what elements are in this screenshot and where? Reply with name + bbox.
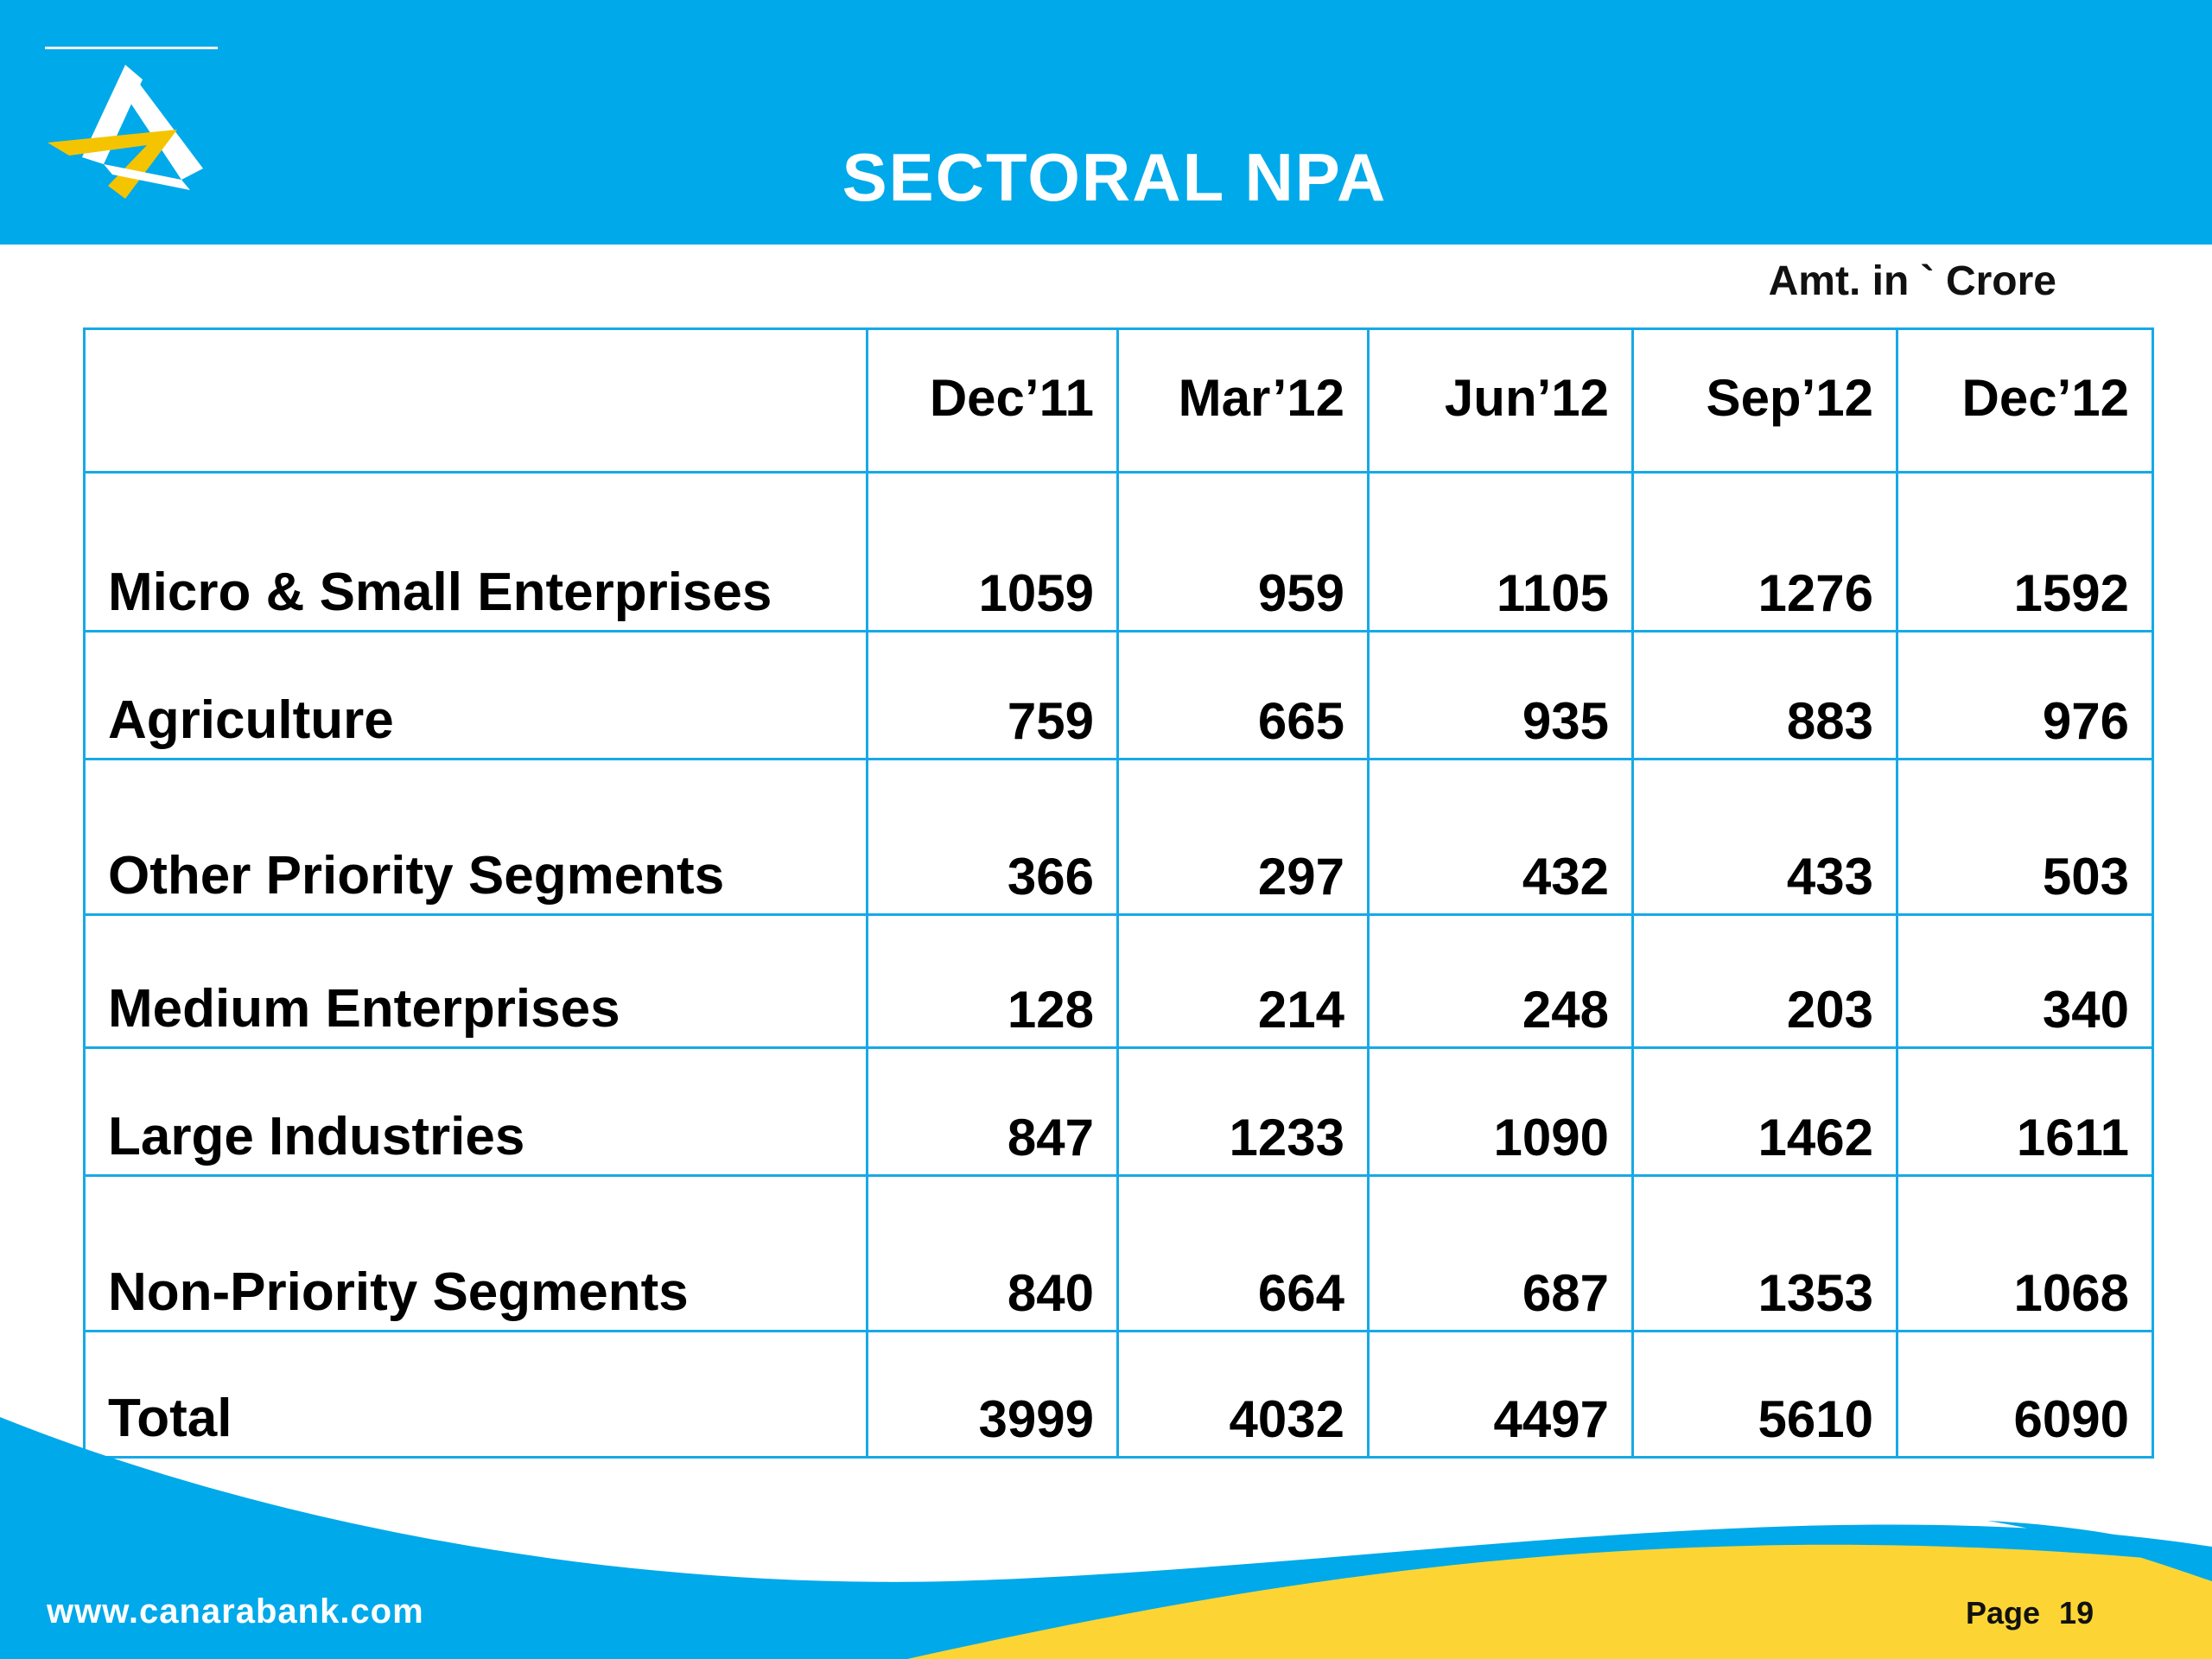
slide-title: SECTORAL NPA [842,139,1388,215]
table-cell: 248 [1367,913,1634,1049]
table-cell: 976 [1896,630,2154,760]
table-row: Other Priority Segments 366 297 432 433 … [83,758,2154,916]
table-cell: 1276 [1631,471,1898,632]
table-cell: 4497 [1367,1330,1634,1459]
table-cell: 1462 [1631,1046,1898,1177]
page-number-value: 19 [2059,1595,2094,1630]
table-row: Non-Priority Segments 840 664 687 1353 1… [83,1174,2154,1332]
row-label: Large Industries [83,1046,868,1177]
table-cell: 1592 [1896,471,2154,632]
title-banner [0,0,2212,245]
row-label: Total [83,1330,868,1459]
table-cell: 687 [1367,1174,1634,1332]
column-header-dec11: Dec’11 [866,327,1119,474]
footer-website-link[interactable]: www.canarabank.com [47,1592,424,1630]
table-row: Agriculture 759 665 935 883 976 [83,630,2154,760]
table-total-row: Total 3999 4032 4497 5610 6090 [83,1330,2154,1459]
logo-divider [45,47,218,49]
table-cell: 935 [1367,630,1634,760]
units-note: Amt. in ` Crore [1768,258,2056,304]
table-cell: 1068 [1896,1174,2154,1332]
table-cell: 840 [866,1174,1119,1332]
page-number: Page 19 [1966,1595,2094,1631]
table-cell: 1090 [1367,1046,1634,1177]
row-label: Agriculture [83,630,868,760]
table-cell: 1611 [1896,1046,2154,1177]
table-cell: 664 [1116,1174,1370,1332]
table-cell: 340 [1896,913,2154,1049]
footer-wave [0,1417,2212,1659]
table-cell: 1353 [1631,1174,1898,1332]
table-cell: 6090 [1896,1330,2154,1459]
row-label: Medium Enterprises [83,913,868,1049]
table-cell: 665 [1116,630,1370,760]
table-cell: 959 [1116,471,1370,632]
row-label: Micro & Small Enterprises [83,471,868,632]
table-row: Medium Enterprises 128 214 248 203 340 [83,913,2154,1049]
column-header-jun12: Jun’12 [1367,327,1634,474]
table-cell: 203 [1631,913,1898,1049]
column-header-dec12: Dec’12 [1896,327,2154,474]
sectoral-npa-table: Dec’11 Mar’12 Jun’12 Sep’12 Dec’12 Micro… [83,327,2154,1459]
table-cell: 759 [866,630,1119,760]
canara-bank-logo-icon [48,65,203,199]
column-header-mar12: Mar’12 [1116,327,1370,474]
table-cell: 128 [866,913,1119,1049]
table-cell: 1105 [1367,471,1634,632]
table-cell: 3999 [866,1330,1119,1459]
table-cell: 847 [866,1046,1119,1177]
column-header-sep12: Sep’12 [1631,327,1898,474]
table-row: Micro & Small Enterprises 1059 959 1105 … [83,471,2154,632]
table-cell: 5610 [1631,1330,1898,1459]
row-label: Other Priority Segments [83,758,868,916]
table-cell: 1059 [866,471,1119,632]
table-cell: 433 [1631,758,1898,916]
column-header-label [83,327,868,474]
table-cell: 366 [866,758,1119,916]
table-cell: 1233 [1116,1046,1370,1177]
table-row: Large Industries 847 1233 1090 1462 1611 [83,1046,2154,1177]
table-cell: 297 [1116,758,1370,916]
page-label: Page [1966,1595,2041,1630]
table-header-row: Dec’11 Mar’12 Jun’12 Sep’12 Dec’12 [83,327,2154,474]
row-label: Non-Priority Segments [83,1174,868,1332]
table-cell: 214 [1116,913,1370,1049]
table-cell: 883 [1631,630,1898,760]
table-cell: 4032 [1116,1330,1370,1459]
table-cell: 432 [1367,758,1634,916]
table-cell: 503 [1896,758,2154,916]
